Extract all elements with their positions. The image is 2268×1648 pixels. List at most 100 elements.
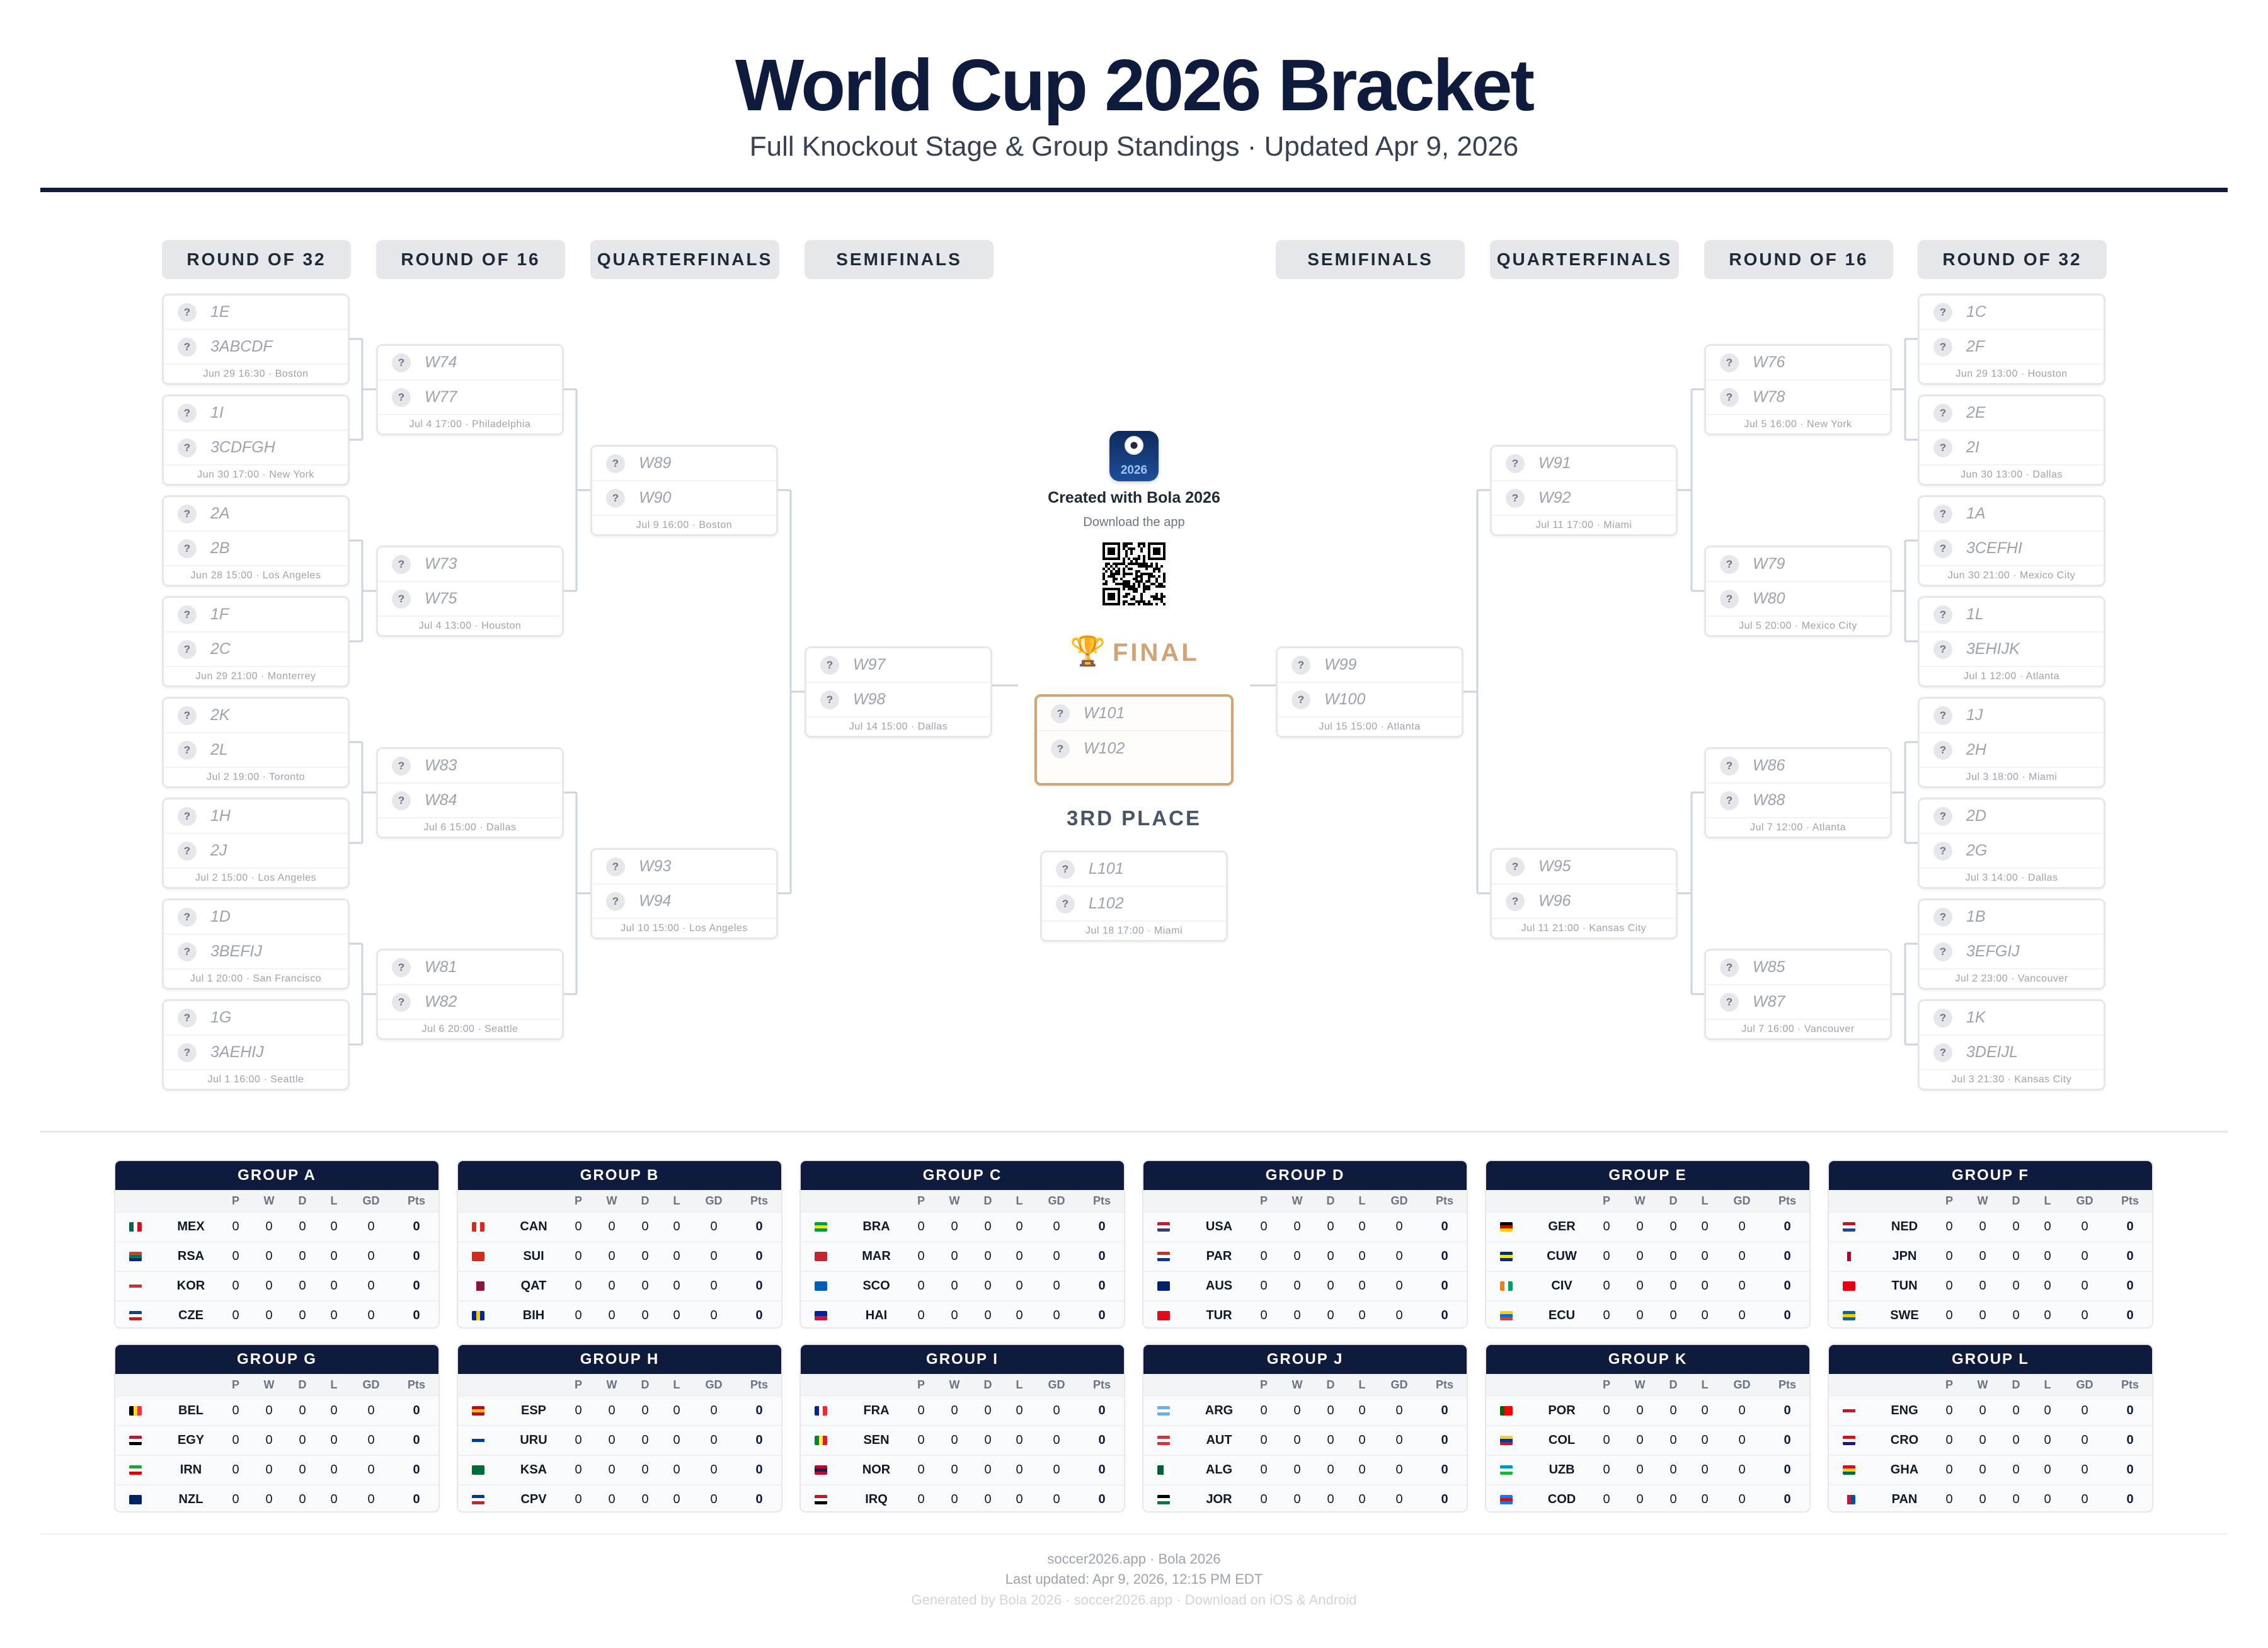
team-slot[interactable]: ? 2L: [164, 733, 348, 768]
team-slot[interactable]: ? W80: [1706, 582, 1890, 617]
team-slot[interactable]: ? 1I: [164, 396, 348, 431]
standings-row[interactable]: IRN 0 0 0 0 0 0: [115, 1455, 438, 1484]
team-slot[interactable]: ? L102: [1042, 887, 1226, 922]
team-slot[interactable]: ? 2H: [1920, 733, 2104, 768]
team-slot[interactable]: ? 2I: [1920, 431, 2104, 466]
match-card[interactable]: ? 2D? 2G Jul 3 14:00 · Dallas: [1918, 798, 2105, 889]
standings-row[interactable]: CUW 0 0 0 0 0 0: [1486, 1241, 1809, 1271]
team-slot[interactable]: ? 1C: [1920, 295, 2104, 330]
match-card[interactable]: ? W85? W87 Jul 7 16:00 · Vancouver: [1704, 949, 1892, 1040]
team-slot[interactable]: ? 1G: [164, 1001, 348, 1036]
standings-row[interactable]: TUR 0 0 0 0 0 0: [1143, 1300, 1467, 1327]
standings-row[interactable]: JPN 0 0 0 0 0 0: [1829, 1241, 2152, 1271]
team-slot[interactable]: ? 2G: [1920, 834, 2104, 869]
team-slot[interactable]: ? 3BEFIJ: [164, 935, 348, 970]
team-slot[interactable]: ? W94: [592, 884, 776, 919]
team-slot[interactable]: ? W96: [1492, 884, 1676, 919]
match-card[interactable]: ? 1K? 3DEIJL Jul 3 21:30 · Kansas City: [1918, 999, 2105, 1090]
team-slot[interactable]: ? 2J: [164, 834, 348, 869]
team-slot[interactable]: ? W86: [1706, 749, 1890, 784]
standings-row[interactable]: PAN 0 0 0 0 0 0: [1829, 1484, 2152, 1511]
match-card[interactable]: ? W99? W100 Jul 15 15:00 · Atlanta: [1276, 646, 1463, 738]
standings-row[interactable]: JOR 0 0 0 0 0 0: [1143, 1484, 1467, 1511]
team-slot[interactable]: ? 1F: [164, 598, 348, 632]
match-card[interactable]: ? 1C? 2F Jun 29 13:00 · Houston: [1918, 294, 2105, 385]
standings-row[interactable]: BIH 0 0 0 0 0 0: [458, 1300, 781, 1327]
team-slot[interactable]: ? W98: [806, 683, 990, 718]
team-slot[interactable]: ? W77: [378, 381, 562, 415]
standings-row[interactable]: NOR 0 0 0 0 0 0: [801, 1455, 1124, 1484]
standings-row[interactable]: ARG 0 0 0 0 0 0: [1143, 1395, 1467, 1425]
third-place-match-card[interactable]: ? L101 ? L102 Jul 18 17:00 · Miami: [1040, 850, 1228, 942]
match-card[interactable]: ? W81? W82 Jul 6 20:00 · Seattle: [376, 949, 564, 1040]
standings-row[interactable]: CPV 0 0 0 0 0 0: [458, 1484, 781, 1511]
standings-row[interactable]: ENG 0 0 0 0 0 0: [1829, 1395, 2152, 1425]
team-slot[interactable]: ? W78: [1706, 381, 1890, 415]
match-card[interactable]: ? W74? W77 Jul 4 17:00 · Philadelphia: [376, 344, 564, 435]
app-icon[interactable]: 2026: [1109, 431, 1159, 481]
match-card[interactable]: ? W73? W75 Jul 4 13:00 · Houston: [376, 546, 564, 637]
match-card[interactable]: ? W83? W84 Jul 6 15:00 · Dallas: [376, 747, 564, 838]
team-slot[interactable]: ? 3EHIJK: [1920, 632, 2104, 667]
standings-row[interactable]: SEN 0 0 0 0 0 0: [801, 1425, 1124, 1455]
standings-row[interactable]: URU 0 0 0 0 0 0: [458, 1425, 781, 1455]
standings-row[interactable]: PAR 0 0 0 0 0 0: [1143, 1241, 1467, 1271]
team-slot[interactable]: ? 3ABCDF: [164, 330, 348, 365]
standings-row[interactable]: GHA 0 0 0 0 0 0: [1829, 1455, 2152, 1484]
match-card[interactable]: ? 1G? 3AEHIJ Jul 1 16:00 · Seattle: [162, 999, 350, 1090]
match-card[interactable]: ? 1D? 3BEFIJ Jul 1 20:00 · San Francisco: [162, 898, 350, 990]
team-slot[interactable]: ? 1A: [1920, 497, 2104, 532]
qr-code[interactable]: [1102, 542, 1166, 605]
standings-row[interactable]: ESP 0 0 0 0 0 0: [458, 1395, 781, 1425]
standings-row[interactable]: EGY 0 0 0 0 0 0: [115, 1425, 438, 1455]
team-slot[interactable]: ? 1K: [1920, 1001, 2104, 1036]
team-slot[interactable]: ? 1H: [164, 799, 348, 834]
team-slot[interactable]: ? W99: [1278, 648, 1462, 683]
standings-row[interactable]: ALG 0 0 0 0 0 0: [1143, 1455, 1467, 1484]
standings-row[interactable]: MEX 0 0 0 0 0 0: [115, 1211, 438, 1241]
standings-row[interactable]: BEL 0 0 0 0 0 0: [115, 1395, 438, 1425]
standings-row[interactable]: KOR 0 0 0 0 0 0: [115, 1271, 438, 1300]
match-card[interactable]: ? 1E? 3ABCDF Jun 29 16:30 · Boston: [162, 294, 350, 385]
standings-row[interactable]: COL 0 0 0 0 0 0: [1486, 1425, 1809, 1455]
standings-row[interactable]: AUT 0 0 0 0 0 0: [1143, 1425, 1467, 1455]
team-slot[interactable]: ? W81: [378, 951, 562, 985]
team-slot[interactable]: ? W84: [378, 784, 562, 818]
match-card[interactable]: ? W95? W96 Jul 11 21:00 · Kansas City: [1490, 848, 1678, 939]
team-slot[interactable]: ? 1B: [1920, 900, 2104, 935]
standings-row[interactable]: QAT 0 0 0 0 0 0: [458, 1271, 781, 1300]
team-slot[interactable]: ? 2B: [164, 532, 348, 566]
match-card[interactable]: ? W79? W80 Jul 5 20:00 · Mexico City: [1704, 546, 1892, 637]
match-card[interactable]: ? W76? W78 Jul 5 16:00 · New York: [1704, 344, 1892, 435]
standings-row[interactable]: COD 0 0 0 0 0 0: [1486, 1484, 1809, 1511]
match-card[interactable]: ? 1J? 2H Jul 3 18:00 · Miami: [1918, 697, 2105, 788]
team-slot[interactable]: ? W102: [1037, 731, 1231, 766]
download-app-label[interactable]: Download the app: [1083, 515, 1185, 529]
team-slot[interactable]: ? 2K: [164, 699, 348, 733]
match-card[interactable]: ? 1H? 2J Jul 2 15:00 · Los Angeles: [162, 798, 350, 889]
standings-row[interactable]: KSA 0 0 0 0 0 0: [458, 1455, 781, 1484]
match-card[interactable]: ? 1F? 2C Jun 29 21:00 · Monterrey: [162, 596, 350, 687]
match-card[interactable]: ? W93? W94 Jul 10 15:00 · Los Angeles: [590, 848, 778, 939]
standings-row[interactable]: AUS 0 0 0 0 0 0: [1143, 1271, 1467, 1300]
standings-row[interactable]: IRQ 0 0 0 0 0 0: [801, 1484, 1124, 1511]
standings-row[interactable]: HAI 0 0 0 0 0 0: [801, 1300, 1124, 1327]
final-match-card[interactable]: ? W101 ? W102: [1034, 694, 1234, 786]
team-slot[interactable]: ? 2C: [164, 632, 348, 667]
team-slot[interactable]: ? W74: [378, 346, 562, 381]
match-card[interactable]: ? 1B? 3EFGIJ Jul 2 23:00 · Vancouver: [1918, 898, 2105, 990]
standings-row[interactable]: RSA 0 0 0 0 0 0: [115, 1241, 438, 1271]
team-slot[interactable]: ? W82: [378, 985, 562, 1020]
standings-row[interactable]: ECU 0 0 0 0 0 0: [1486, 1300, 1809, 1327]
team-slot[interactable]: ? 2D: [1920, 799, 2104, 834]
team-slot[interactable]: ? 3DEIJL: [1920, 1036, 2104, 1070]
standings-row[interactable]: SUI 0 0 0 0 0 0: [458, 1241, 781, 1271]
standings-row[interactable]: UZB 0 0 0 0 0 0: [1486, 1455, 1809, 1484]
team-slot[interactable]: ? 1L: [1920, 598, 2104, 632]
team-slot[interactable]: ? 1D: [164, 900, 348, 935]
match-card[interactable]: ? 2A? 2B Jun 28 15:00 · Los Angeles: [162, 495, 350, 587]
team-slot[interactable]: ? W93: [592, 850, 776, 884]
team-slot[interactable]: ? 1J: [1920, 699, 2104, 733]
team-slot[interactable]: ? W79: [1706, 547, 1890, 582]
standings-row[interactable]: SCO 0 0 0 0 0 0: [801, 1271, 1124, 1300]
